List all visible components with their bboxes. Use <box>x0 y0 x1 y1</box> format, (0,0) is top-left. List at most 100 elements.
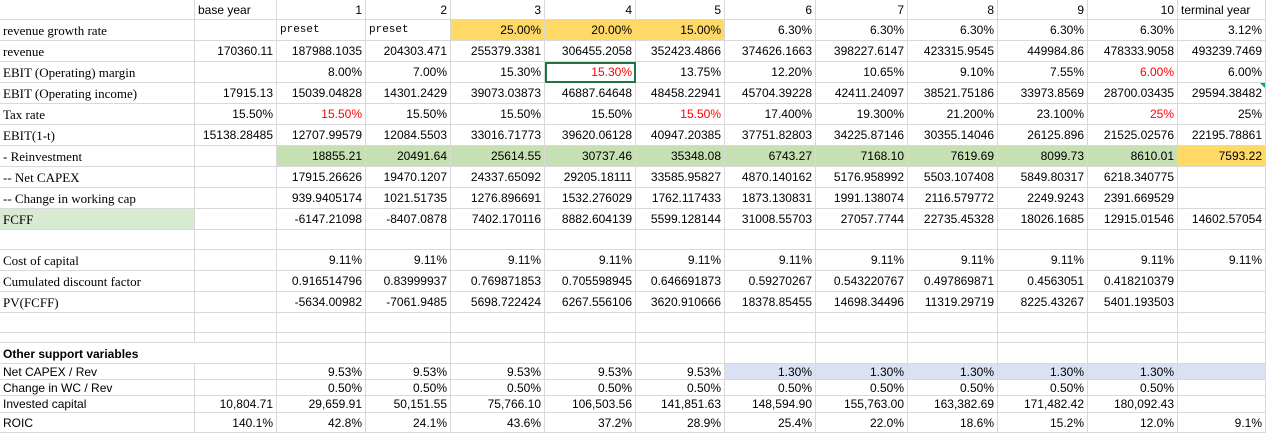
value-cell[interactable]: 43.6% <box>451 413 545 433</box>
value-cell[interactable]: 28700.03435 <box>1088 83 1178 104</box>
value-cell[interactable]: -7061.9485 <box>366 292 451 313</box>
value-cell[interactable]: 1.30% <box>998 364 1088 380</box>
value-cell[interactable]: 22195.78861 <box>1178 125 1266 146</box>
value-cell[interactable]: 8882.604139 <box>545 209 636 230</box>
value-cell[interactable]: 9.53% <box>277 364 366 380</box>
empty-cell[interactable] <box>636 230 725 250</box>
value-cell[interactable]: 155,763.00 <box>816 396 908 413</box>
value-cell[interactable]: 0.83999937 <box>366 271 451 292</box>
value-cell[interactable]: 0.50% <box>998 380 1088 396</box>
empty-cell[interactable] <box>1178 333 1266 343</box>
value-cell[interactable]: 18026.1685 <box>998 209 1088 230</box>
value-cell[interactable]: 21525.02576 <box>1088 125 1178 146</box>
header-year-5[interactable]: 5 <box>636 0 725 20</box>
value-cell[interactable]: 2391.669529 <box>1088 188 1178 209</box>
value-cell[interactable] <box>195 62 277 83</box>
value-cell[interactable]: 18.6% <box>908 413 998 433</box>
value-cell[interactable] <box>195 20 277 41</box>
value-cell[interactable]: 9.11% <box>908 250 998 271</box>
header-year-3[interactable]: 3 <box>451 0 545 20</box>
value-cell[interactable]: 18855.21 <box>277 146 366 167</box>
value-cell[interactable]: 939.9405174 <box>277 188 366 209</box>
value-cell[interactable]: 9.11% <box>816 250 908 271</box>
empty-cell[interactable] <box>998 333 1088 343</box>
empty-cell[interactable] <box>277 333 366 343</box>
value-cell[interactable]: 39073.03873 <box>451 83 545 104</box>
value-cell[interactable]: 15.50% <box>366 104 451 125</box>
value-cell[interactable]: 1.30% <box>725 364 816 380</box>
value-cell[interactable]: 26125.896 <box>998 125 1088 146</box>
value-cell[interactable]: 33016.71773 <box>451 125 545 146</box>
empty-cell[interactable] <box>636 333 725 343</box>
value-cell[interactable]: 5849.80317 <box>998 167 1088 188</box>
row-label[interactable]: revenue growth rate <box>0 20 195 41</box>
value-cell[interactable]: 1021.51735 <box>366 188 451 209</box>
empty-cell[interactable] <box>998 313 1088 333</box>
value-cell[interactable]: 15.00% <box>636 20 725 41</box>
empty-cell[interactable] <box>277 230 366 250</box>
value-cell[interactable]: 17.400% <box>725 104 816 125</box>
value-cell[interactable]: 5599.128144 <box>636 209 725 230</box>
header-year-10[interactable]: 10 <box>1088 0 1178 20</box>
value-cell[interactable]: 9.10% <box>908 62 998 83</box>
value-cell[interactable]: 9.11% <box>1088 250 1178 271</box>
value-cell[interactable]: 17915.13 <box>195 83 277 104</box>
value-cell[interactable]: 14602.57054 <box>1178 209 1266 230</box>
empty-cell[interactable] <box>195 230 277 250</box>
row-label[interactable]: EBIT (Operating income) <box>0 83 195 104</box>
value-cell[interactable]: 42.8% <box>277 413 366 433</box>
value-cell[interactable]: 1276.896691 <box>451 188 545 209</box>
value-cell[interactable]: 6.30% <box>1088 20 1178 41</box>
row-label[interactable]: ROIC <box>0 413 195 433</box>
value-cell[interactable]: 1762.117433 <box>636 188 725 209</box>
empty-cell[interactable] <box>195 333 277 343</box>
value-cell[interactable]: 2116.579772 <box>908 188 998 209</box>
empty-cell[interactable] <box>0 230 195 250</box>
header-base-year[interactable]: base year <box>195 0 277 20</box>
empty-cell[interactable] <box>908 230 998 250</box>
value-cell[interactable]: 7.00% <box>366 62 451 83</box>
value-cell[interactable]: 0.50% <box>908 380 998 396</box>
value-cell[interactable]: 0.50% <box>545 380 636 396</box>
header-year-8[interactable]: 8 <box>908 0 998 20</box>
empty-cell[interactable] <box>816 313 908 333</box>
row-label[interactable]: - Reinvestment <box>0 146 195 167</box>
value-cell[interactable]: 0.50% <box>816 380 908 396</box>
value-cell[interactable]: 9.53% <box>545 364 636 380</box>
header-terminal-year[interactable]: terminal year <box>1178 0 1266 20</box>
row-label[interactable]: EBIT (Operating) margin <box>0 62 195 83</box>
empty-cell[interactable] <box>816 343 908 364</box>
value-cell[interactable]: 6.30% <box>725 20 816 41</box>
value-cell[interactable]: 27057.7744 <box>816 209 908 230</box>
value-cell[interactable] <box>1178 188 1266 209</box>
empty-cell[interactable] <box>1178 343 1266 364</box>
value-cell[interactable]: 12707.99579 <box>277 125 366 146</box>
value-cell[interactable]: 15.50% <box>545 104 636 125</box>
empty-cell[interactable] <box>451 313 545 333</box>
empty-cell[interactable] <box>545 343 636 364</box>
empty-cell[interactable] <box>725 333 816 343</box>
empty-cell[interactable] <box>998 230 1088 250</box>
value-cell[interactable]: 15.50% <box>195 104 277 125</box>
value-cell[interactable]: 6267.556106 <box>545 292 636 313</box>
empty-cell[interactable] <box>816 333 908 343</box>
value-cell[interactable]: 20.00% <box>545 20 636 41</box>
empty-cell[interactable] <box>277 313 366 333</box>
value-cell[interactable]: 39620.06128 <box>545 125 636 146</box>
value-cell[interactable] <box>195 380 277 396</box>
value-cell[interactable]: 42411.24097 <box>816 83 908 104</box>
value-cell[interactable]: 4870.140162 <box>725 167 816 188</box>
value-cell[interactable]: 204303.471 <box>366 41 451 62</box>
value-cell[interactable]: 0.50% <box>1088 380 1178 396</box>
value-cell[interactable]: 5176.958992 <box>816 167 908 188</box>
value-cell[interactable]: 8099.73 <box>998 146 1088 167</box>
value-cell[interactable]: 6218.340775 <box>1088 167 1178 188</box>
value-cell[interactable]: 187988.1035 <box>277 41 366 62</box>
value-cell[interactable]: 106,503.56 <box>545 396 636 413</box>
value-cell[interactable]: 10.65% <box>816 62 908 83</box>
empty-cell[interactable] <box>1088 333 1178 343</box>
value-cell[interactable]: 171,482.42 <box>998 396 1088 413</box>
value-cell[interactable]: 75,766.10 <box>451 396 545 413</box>
value-cell[interactable]: 12084.5503 <box>366 125 451 146</box>
value-cell[interactable]: 0.418210379 <box>1088 271 1178 292</box>
